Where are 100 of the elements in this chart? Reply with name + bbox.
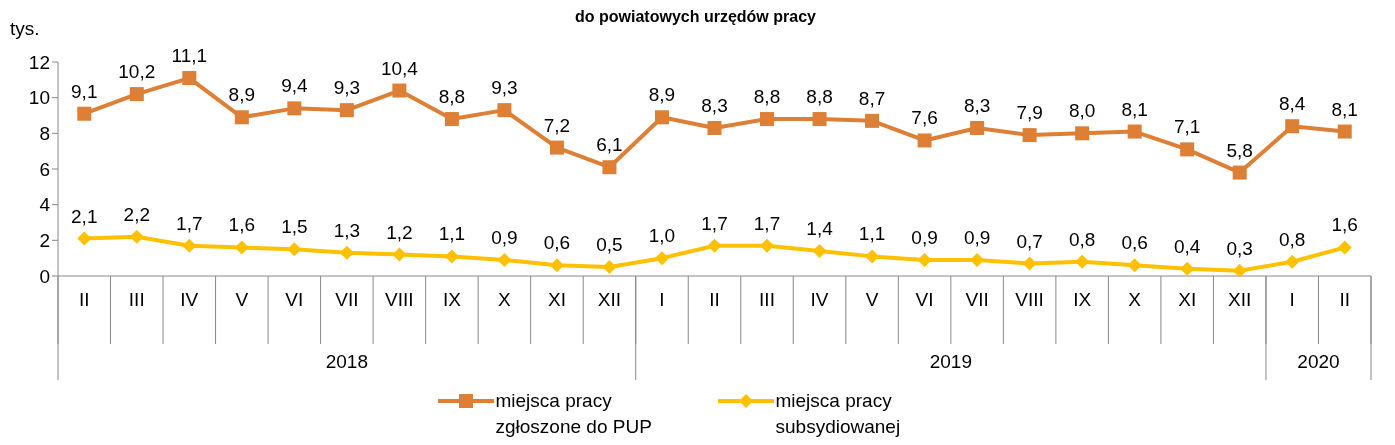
point [1337, 240, 1352, 255]
point [234, 110, 249, 125]
point [392, 247, 407, 262]
data-label: 0,6 [543, 232, 571, 254]
point [917, 252, 932, 267]
point [1127, 124, 1142, 139]
x-tick-label: II [709, 289, 720, 310]
data-label: 1,3 [333, 219, 361, 241]
x-tick-label: III [128, 289, 145, 310]
x-tick-label: XI [547, 289, 566, 310]
x-tick-label: II [78, 289, 90, 310]
data-label: 1,2 [386, 221, 413, 243]
point [182, 71, 197, 86]
point [1022, 128, 1037, 143]
data-label: 9,1 [71, 80, 98, 102]
x-tick-label: IX [442, 289, 462, 310]
data-label: 0,8 [1279, 228, 1306, 250]
data-label: 0,5 [596, 234, 623, 256]
data-label: 8,3 [963, 94, 991, 116]
data-label: 1,7 [753, 212, 781, 234]
point [865, 249, 880, 264]
y-tick-label: 4 [39, 194, 51, 216]
point [1232, 263, 1247, 276]
x-tick-label: X [1128, 289, 1142, 310]
data-label: 8,0 [1068, 100, 1096, 122]
point [129, 87, 144, 102]
x-tick-label: I [1289, 289, 1295, 310]
x-tick-label: XI [1178, 289, 1197, 310]
data-label: 10,2 [118, 61, 156, 83]
data-label: 0,9 [963, 226, 991, 248]
x-tick-label: XII [597, 289, 622, 310]
x-tick-label: IV [180, 289, 199, 310]
point [392, 83, 407, 98]
point [970, 252, 985, 267]
data-label: 9,3 [491, 77, 518, 99]
data-label: 10,4 [380, 57, 419, 79]
x-tick-label: I [659, 289, 665, 310]
x-tick-label: II [1339, 289, 1351, 310]
point [77, 231, 92, 246]
point [1022, 256, 1037, 271]
point [77, 106, 92, 121]
point [1337, 124, 1352, 139]
point [339, 103, 354, 118]
y-tick-label: 10 [28, 87, 50, 109]
data-label: 9,3 [333, 77, 361, 99]
point [1285, 254, 1300, 269]
text: 2019 [929, 351, 972, 372]
data-label: 8,8 [753, 86, 781, 108]
point [1127, 258, 1142, 273]
point [497, 252, 512, 267]
point [970, 120, 985, 135]
data-label: 0,8 [1068, 228, 1096, 250]
x-tick-label: VII [965, 289, 989, 310]
text: 2020 [1297, 351, 1340, 372]
point [1075, 254, 1090, 269]
data-label: 7,1 [1173, 116, 1201, 138]
point [1232, 165, 1247, 180]
x-tick-label: X [498, 289, 512, 310]
x-tick-label: III [759, 289, 775, 310]
data-label: 1,0 [648, 225, 676, 247]
point [707, 238, 722, 253]
data-label: 7,6 [911, 107, 938, 129]
data-label: 1,7 [701, 212, 728, 234]
point [602, 260, 617, 275]
x-tick-label: V [235, 289, 249, 310]
data-label: 0,6 [1121, 232, 1148, 254]
point [707, 120, 722, 135]
data-label: 8,7 [858, 87, 886, 109]
data-label: 1,6 [228, 214, 256, 236]
data-label: 7,9 [1016, 102, 1043, 124]
data-label: 6,1 [596, 134, 623, 156]
data-label: 1,6 [1331, 214, 1358, 236]
x-tick-label: VI [915, 289, 934, 310]
point [865, 113, 880, 128]
y-tick-label: 6 [39, 158, 50, 180]
x-tick-label: IX [1073, 289, 1092, 310]
data-label: 7,2 [543, 114, 571, 136]
point [917, 133, 932, 148]
data-label: 1,7 [176, 212, 203, 234]
x-tick-label: VIII [1015, 289, 1044, 310]
y-tick-label: 8 [39, 123, 50, 145]
data-label: 0,4 [1173, 235, 1201, 257]
x-tick-label: V [865, 289, 879, 310]
data-label: 0,7 [1016, 230, 1043, 252]
point [760, 112, 775, 127]
data-label: 8,3 [701, 94, 728, 116]
data-label: 0,9 [491, 226, 518, 248]
data-label: 1,5 [281, 216, 308, 238]
y-tick-label: 12 [28, 51, 50, 73]
point [287, 101, 302, 116]
data-label: 9,4 [281, 75, 308, 97]
point [1180, 261, 1195, 276]
data-label: 8,8 [806, 86, 833, 108]
y-axis-title: tys. [10, 18, 40, 40]
data-label: 8,8 [438, 86, 466, 108]
point [760, 238, 775, 253]
data-label: 0,9 [911, 226, 938, 248]
data-label: 1,1 [858, 223, 886, 245]
point [234, 240, 249, 255]
legend-label: miejsca pracy zgłoszone do PUP [495, 389, 653, 439]
